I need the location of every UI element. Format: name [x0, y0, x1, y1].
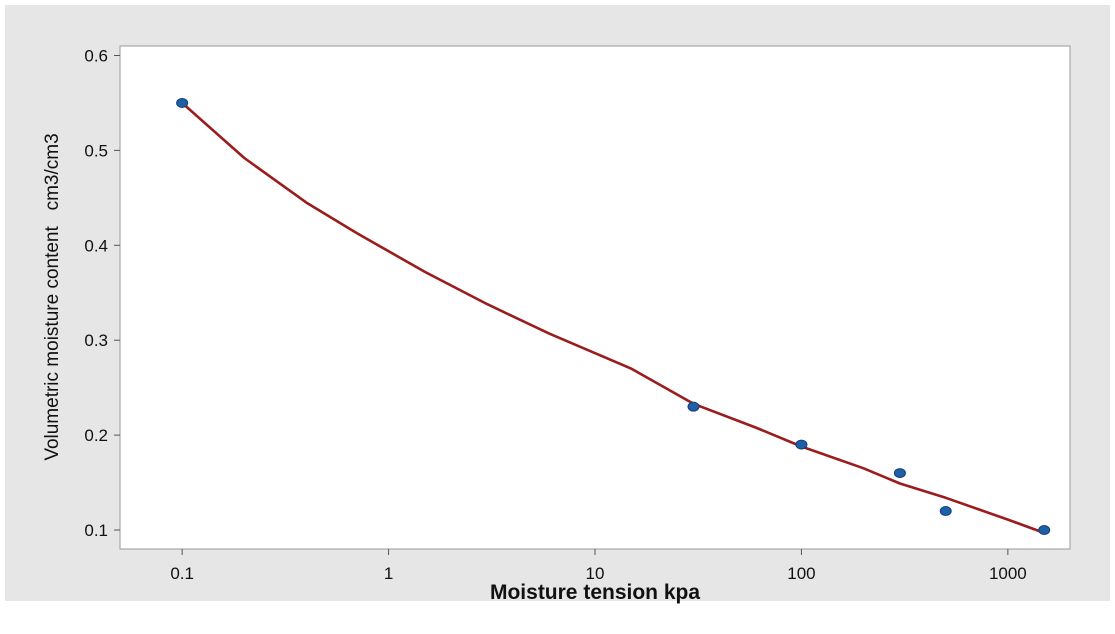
- data-point: [939, 506, 952, 517]
- y-tick-label: 0.4: [84, 236, 108, 255]
- plot-area: [119, 45, 1071, 550]
- points-layer: [176, 97, 1051, 536]
- fitted-curve-line: [180, 101, 1046, 535]
- data-point: [893, 468, 906, 479]
- y-tick-label: 0.1: [84, 521, 108, 540]
- data-point: [687, 401, 700, 412]
- y-tick-label: 0.6: [84, 46, 108, 65]
- y-axis-label: Volumetric moisture content cm3/cm3: [42, 133, 63, 460]
- x-tick-label: 100: [787, 564, 815, 583]
- data-point: [176, 97, 189, 108]
- data-point: [795, 439, 808, 450]
- x-tick-label: 1000: [989, 564, 1027, 583]
- data-point: [1038, 525, 1051, 536]
- fit-line-layer: [180, 101, 1046, 535]
- x-tick-label: 1: [384, 564, 393, 583]
- x-tick-label: 0.1: [170, 564, 194, 583]
- ticks-layer: 0.1 1 10 100 1000 0.1 0.2 0.3 0.4 0.5 0.6: [84, 46, 1026, 583]
- x-axis-label: Moisture tension kpa: [490, 581, 700, 604]
- y-tick-label: 0.3: [84, 331, 108, 350]
- y-tick-label: 0.5: [84, 141, 108, 160]
- x-tick-label: 10: [586, 564, 605, 583]
- y-tick-label: 0.2: [84, 426, 108, 445]
